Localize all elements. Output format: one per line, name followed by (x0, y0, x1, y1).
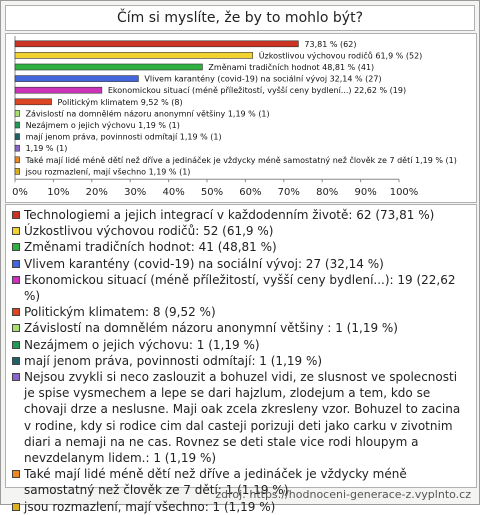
legend-label: mají jenom práva, povinnosti odmítají: 1… (24, 353, 323, 368)
legend-swatch (12, 227, 20, 236)
bar (14, 98, 52, 106)
legend-swatch (12, 259, 20, 268)
value-label: Vlivem karantény (covid-19) na sociální … (144, 74, 381, 84)
bar (14, 52, 253, 59)
legend-swatch (12, 502, 20, 511)
value-label: jsou rozmazlení, mají všechno 1,19 % (1) (25, 166, 191, 176)
legend: Technologiemi a jejich integrací v každo… (5, 204, 477, 514)
legend-item: Technologiemi a jejich integrací v každo… (12, 207, 470, 223)
value-label: 1,19 % (1) (26, 144, 68, 153)
bar (14, 168, 20, 175)
legend-label: Politickým klimatem: 8 (9,52 %) (24, 305, 216, 320)
legend-item: jsou rozmazlení, mají všechno: 1 (1,19 %… (12, 499, 470, 515)
value-label: Nezájmem o jejich výchovu 1,19 % (1) (26, 121, 180, 130)
legend-label: Změnami tradičních hodnot: 41 (48,81 %) (24, 240, 277, 255)
legend-item: Nezájmem o jejich výchovu: 1 (1,19 %) (12, 337, 470, 353)
legend-item: Nejsou zvykli si neco zaslouzit a bohuze… (12, 369, 470, 466)
legend-label: Ekonomickou situací (méně příležitostí, … (24, 272, 456, 304)
legend-swatch (12, 470, 20, 479)
legend-swatch (12, 356, 20, 365)
value-label: Změnami tradičních hodnot 48,81 % (41) (208, 62, 374, 72)
bar (14, 40, 299, 48)
x-tick-label: 0% (12, 187, 28, 198)
legend-item: Závislostí na domnělém názoru anonymní v… (12, 320, 470, 336)
value-label: Ekonomickou situací (méně příležitostí, … (108, 85, 406, 95)
value-label: mají jenom práva, povinnosti odmítají 1,… (26, 133, 222, 142)
legend-swatch (12, 373, 20, 382)
legend-swatch (12, 308, 20, 317)
x-tick-label: 20% (86, 187, 108, 198)
legend-swatch (12, 243, 20, 252)
value-label: 73,81 % (62) (304, 40, 356, 49)
legend-label: Závislostí na domnělém názoru anonymní v… (24, 321, 398, 336)
value-label: Úzkostlivou výchovou rodičů 61,9 % (52) (259, 49, 423, 60)
legend-swatch (12, 211, 20, 219)
legend-label: Nezájmem o jejich výchovu: 1 (1,19 %) (24, 337, 260, 352)
chart-title: Čím si myslíte, že by to mohlo být? (5, 5, 475, 31)
legend-item: Ekonomickou situací (méně příležitostí, … (12, 272, 470, 304)
bar (14, 110, 20, 117)
legend-item: Změnami tradičních hodnot: 41 (48,81 %) (12, 239, 470, 255)
value-label: Politickým klimatem 9,52 % (8) (58, 98, 183, 107)
bar (14, 75, 139, 82)
legend-label: Také mají lidé méně dětí než dříve a jed… (24, 467, 407, 498)
bar (14, 156, 20, 164)
x-tick-label: 80% (316, 187, 338, 198)
x-tick-label: 60% (239, 187, 261, 198)
legend-swatch (12, 340, 20, 349)
x-tick-label: 40% (162, 187, 184, 198)
legend-label: Technologiemi a jejich integrací v každo… (24, 208, 435, 222)
bar (14, 133, 20, 140)
bar (14, 144, 20, 152)
x-tick-label: 70% (278, 187, 300, 198)
legend-item: mají jenom práva, povinnosti odmítají: 1… (12, 353, 470, 369)
x-tick-label: 90% (354, 187, 376, 198)
legend-item: Také mají lidé méně dětí než dříve a jed… (12, 466, 470, 498)
bar (14, 121, 20, 129)
x-tick-label: 50% (201, 187, 223, 198)
legend-label: Úzkostlivou výchovou rodičů: 52 (61,9 %) (24, 224, 274, 239)
legend-swatch (12, 324, 20, 333)
legend-item: Úzkostlivou výchovou rodičů: 52 (61,9 %) (12, 223, 470, 239)
source: zdroj: https://hodnoceni-generace-z.vypl… (215, 488, 471, 501)
bar (14, 63, 203, 71)
value-label: Závislostí na domnělém názoru anonymní v… (26, 108, 270, 118)
legend-item: Politickým klimatem: 8 (9,52 %) (12, 304, 470, 320)
bar (14, 86, 103, 94)
value-label: Také mají lidé méně dětí než dříve a jed… (25, 155, 457, 165)
legend-label: Nejsou zvykli si neco zaslouzit a bohuze… (24, 370, 461, 466)
x-tick-label: 10% (47, 187, 69, 198)
legend-label: Vlivem karantény (covid-19) na sociální … (24, 256, 384, 271)
x-tick-label: 100% (390, 187, 419, 198)
x-tick-label: 30% (124, 187, 146, 198)
legend-label: jsou rozmazlení, mají všechno: 1 (1,19 %… (24, 499, 276, 514)
plot-area: 0% 10% 20% 30% 40% 50% 60% 70% 80% 90% 100% 73,81 %… (5, 33, 477, 203)
legend-item: Vlivem karantény (covid-19) na sociální … (12, 256, 470, 272)
legend-swatch (12, 275, 20, 284)
